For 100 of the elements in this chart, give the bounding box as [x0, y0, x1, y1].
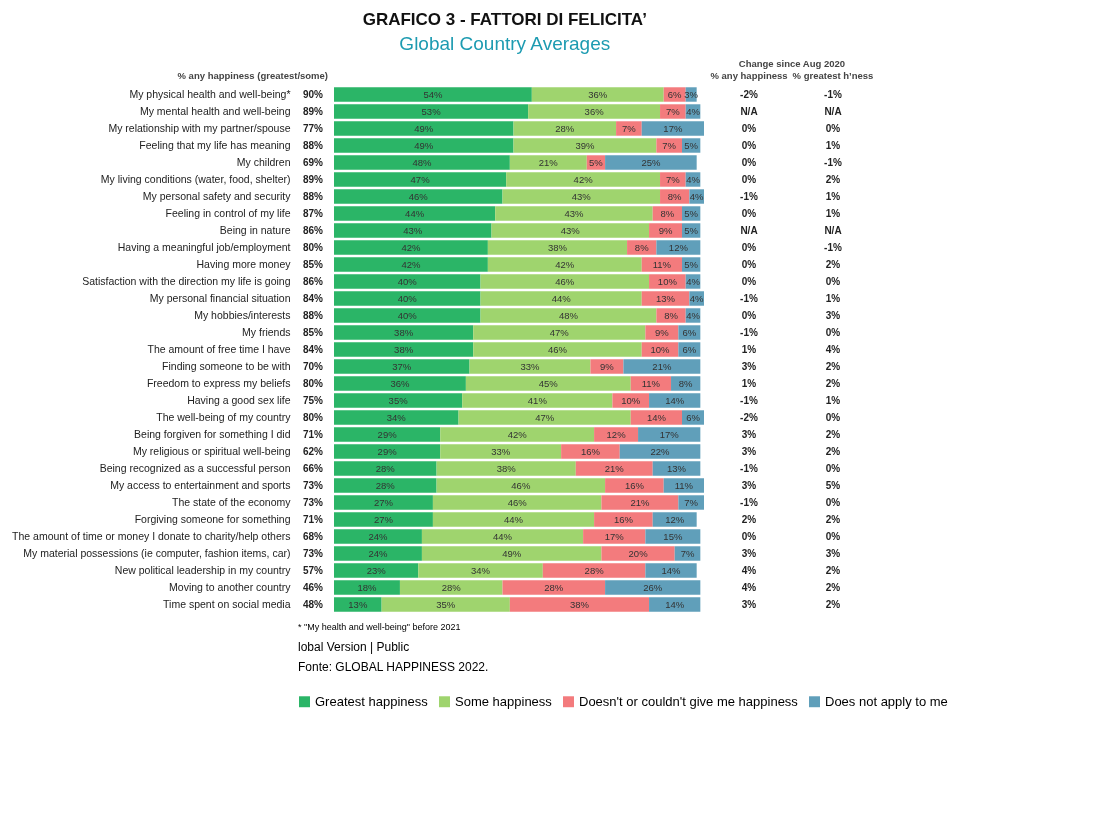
- data-label: 7%: [622, 122, 637, 134]
- text: -2%: [740, 411, 758, 423]
- text: 77%: [302, 122, 324, 134]
- bar: [334, 512, 433, 527]
- data-label: 42%: [555, 258, 575, 270]
- y-tick-label: My personal financial situation: [149, 292, 291, 304]
- y-tick-label: Having more money: [196, 258, 292, 270]
- bar: [334, 597, 382, 612]
- text: 3%: [741, 360, 757, 372]
- data-label: 49%: [414, 122, 434, 134]
- bar: [334, 529, 422, 544]
- data-label: 14%: [646, 411, 667, 423]
- text: 3%: [741, 598, 757, 610]
- bar: [641, 121, 704, 136]
- bar: [641, 257, 683, 272]
- data-label: 21%: [630, 496, 650, 508]
- data-label: 44%: [493, 530, 513, 542]
- text: -2%: [740, 88, 758, 100]
- text: Change since Aug 2020: [738, 58, 846, 69]
- text: 1%: [825, 207, 841, 219]
- bar: [649, 393, 701, 408]
- data-label: 28%: [544, 581, 564, 593]
- data-label: 8%: [634, 241, 650, 253]
- data-label: 40%: [397, 275, 418, 287]
- text: 0%: [741, 530, 757, 542]
- y-tick-label: My friends: [242, 326, 291, 338]
- text: -1%: [740, 326, 758, 338]
- data-label: 38%: [394, 343, 414, 355]
- data-label: 14%: [665, 598, 685, 610]
- text: 1%: [825, 292, 841, 304]
- bar: [334, 478, 437, 493]
- bar: [334, 410, 459, 425]
- y-tick-label: My access to entertainment and sports: [110, 479, 291, 491]
- bar: [528, 104, 661, 119]
- data-label: 10%: [650, 343, 671, 355]
- bar: [473, 325, 646, 340]
- text: 1%: [825, 394, 841, 406]
- data-label: 6%: [682, 343, 697, 355]
- text: 0%: [825, 122, 841, 134]
- bar: [542, 563, 646, 578]
- text: 69%: [302, 156, 324, 168]
- data-label: 13%: [667, 462, 687, 474]
- data-label: 21%: [652, 360, 672, 372]
- bar: [334, 172, 507, 187]
- text: 2%: [825, 598, 841, 610]
- data-label: 24%: [368, 530, 389, 542]
- data-label: 15%: [663, 530, 683, 542]
- bar: [334, 359, 470, 374]
- text: 84%: [302, 292, 324, 304]
- data-label: 17%: [663, 122, 683, 134]
- text: 2%: [825, 258, 841, 270]
- text: % any happiness (greatest/some): [177, 69, 328, 81]
- data-label: 12%: [668, 241, 689, 253]
- data-label: 48%: [558, 309, 579, 321]
- bar: [605, 155, 697, 170]
- y-tick-label: My physical health and well-being*: [129, 88, 291, 100]
- data-label: 45%: [538, 377, 559, 389]
- data-label: 5%: [684, 207, 699, 219]
- data-label: 43%: [564, 207, 585, 219]
- text: 3%: [741, 428, 757, 440]
- data-label: 16%: [613, 513, 634, 525]
- data-label: 42%: [401, 258, 421, 270]
- bar: [473, 342, 642, 357]
- bar: [594, 427, 639, 442]
- text: 2%: [825, 377, 841, 389]
- bar: [334, 189, 503, 204]
- text: 0%: [741, 309, 757, 321]
- text: -1%: [740, 292, 758, 304]
- data-label: 28%: [584, 564, 605, 576]
- text: 2%: [825, 445, 841, 457]
- text: 0%: [741, 241, 757, 253]
- data-label: 40%: [397, 309, 418, 321]
- y-tick-label: Being recognized as a successful person: [99, 462, 291, 474]
- y-tick-label: My hobbies/interests: [194, 309, 291, 321]
- bar: [469, 359, 591, 374]
- data-label: 27%: [373, 496, 394, 508]
- bar: [334, 257, 488, 272]
- text: -1%: [740, 462, 758, 474]
- data-label: 6%: [686, 411, 701, 423]
- data-label: 36%: [588, 88, 608, 100]
- text: 2%: [825, 173, 841, 185]
- text: 68%: [302, 530, 324, 542]
- data-label: 29%: [377, 428, 398, 440]
- bar: [601, 546, 675, 561]
- bar: [509, 155, 587, 170]
- data-label: 43%: [571, 190, 592, 202]
- text: 89%: [302, 105, 324, 117]
- text: 57%: [302, 564, 324, 576]
- bar: [638, 427, 701, 442]
- text: 71%: [302, 513, 324, 525]
- y-tick-label: My children: [236, 156, 291, 168]
- text: 1%: [741, 343, 757, 355]
- data-label: 13%: [656, 292, 676, 304]
- data-label: 38%: [496, 462, 517, 474]
- data-label: 41%: [527, 394, 548, 406]
- text: 73%: [302, 496, 324, 508]
- text: N/A: [740, 224, 758, 236]
- bar: [623, 359, 701, 374]
- text: 87%: [302, 207, 324, 219]
- text: 0%: [825, 326, 841, 338]
